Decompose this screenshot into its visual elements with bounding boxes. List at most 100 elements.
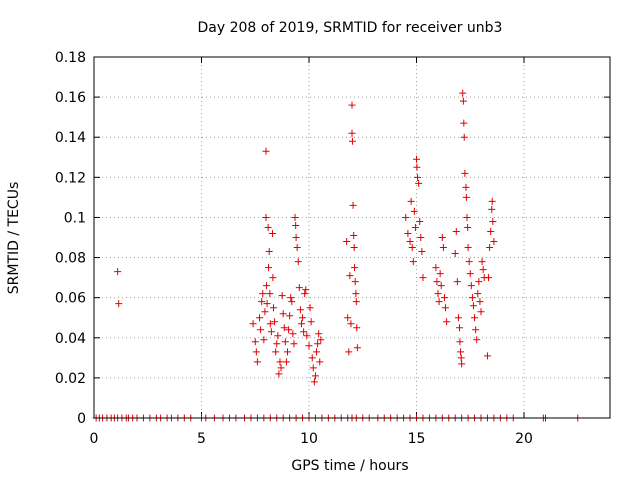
data-point	[294, 258, 302, 266]
data-point	[289, 330, 297, 338]
data-point	[260, 336, 268, 344]
data-point	[256, 314, 264, 322]
data-point	[402, 213, 410, 221]
data-point	[410, 207, 418, 215]
data-point	[437, 282, 445, 290]
y-tick-label: 0	[77, 411, 86, 427]
data-point	[451, 250, 459, 258]
data-point	[477, 308, 485, 316]
data-point	[439, 244, 447, 252]
chart-title: Day 208 of 2019, SRMTID for receiver unb…	[198, 20, 503, 36]
x-tick-label: 10	[300, 431, 318, 447]
data-point	[313, 348, 321, 356]
data-marks	[92, 89, 582, 422]
data-point	[346, 272, 354, 280]
data-point	[409, 258, 417, 266]
data-point	[473, 336, 481, 344]
data-point	[433, 278, 441, 286]
data-point	[478, 258, 486, 266]
data-point	[466, 270, 474, 278]
data-point	[414, 173, 422, 181]
data-point	[488, 205, 496, 213]
data-point	[282, 358, 290, 366]
data-point	[351, 278, 359, 286]
data-point	[284, 348, 291, 356]
data-point	[419, 274, 427, 282]
data-point	[303, 332, 311, 340]
data-point	[490, 238, 498, 246]
data-point	[301, 290, 309, 298]
data-point	[353, 344, 361, 352]
data-point	[276, 358, 284, 366]
data-point	[454, 314, 462, 322]
data-point	[295, 284, 303, 292]
data-point	[434, 290, 442, 298]
x-tick-label: 15	[408, 431, 426, 447]
y-tick-label: 0.16	[55, 90, 86, 106]
data-point	[459, 97, 467, 105]
data-point	[286, 312, 294, 320]
data-point	[432, 264, 440, 272]
data-point	[408, 244, 416, 252]
data-point	[249, 320, 257, 328]
plot-frame	[93, 56, 611, 419]
data-point	[266, 320, 274, 328]
data-point	[271, 318, 279, 326]
data-point	[474, 290, 482, 298]
data-point	[440, 294, 448, 302]
data-point	[467, 282, 475, 290]
data-point	[407, 197, 415, 205]
data-point	[442, 304, 450, 312]
data-point	[345, 348, 353, 356]
data-point	[348, 129, 356, 137]
data-point	[457, 354, 465, 362]
data-point	[462, 193, 470, 201]
y-tick-label: 0.12	[55, 170, 86, 186]
data-point	[262, 147, 270, 155]
data-point	[309, 364, 317, 372]
data-point	[299, 314, 307, 322]
data-point	[311, 372, 319, 380]
data-point	[489, 217, 497, 225]
data-point	[457, 348, 465, 356]
data-point	[347, 320, 355, 328]
y-tick-label: 0.02	[55, 371, 86, 387]
data-point	[275, 370, 283, 378]
y-tick-label: 0.08	[55, 251, 86, 267]
y-tick-label: 0.06	[55, 291, 86, 307]
data-point	[486, 244, 494, 252]
data-point	[415, 179, 423, 187]
x-tick-label: 5	[197, 431, 206, 447]
data-point	[317, 336, 325, 344]
data-point	[292, 221, 300, 229]
data-point	[460, 133, 468, 141]
data-point	[308, 354, 316, 362]
data-point	[456, 324, 463, 332]
data-point	[468, 294, 476, 302]
data-point	[406, 238, 414, 246]
data-point	[458, 360, 466, 368]
data-point	[476, 298, 484, 306]
axis-layer: 0 0.02 0.04 0.06 0.08 0.1 0.12 0.14 0.16 0.18 0 5 10…	[55, 50, 610, 447]
data-point	[349, 201, 357, 209]
data-point	[315, 330, 323, 338]
data-point	[464, 244, 472, 252]
y-tick-label: 0.18	[55, 50, 86, 66]
data-point	[343, 238, 351, 246]
data-point	[292, 234, 300, 241]
data-point	[277, 364, 285, 372]
data-point	[418, 248, 426, 256]
data-point	[269, 274, 277, 282]
data-point	[438, 234, 446, 241]
data-point	[411, 223, 419, 231]
y-tick-label: 0.14	[55, 130, 86, 146]
data-point	[352, 298, 360, 306]
data-point	[263, 300, 271, 308]
data-point	[267, 328, 275, 336]
data-point	[469, 302, 477, 310]
data-point	[273, 340, 281, 348]
y-tick-label: 0.04	[55, 331, 86, 347]
x-tick-label: 0	[90, 431, 99, 447]
data-point	[350, 231, 358, 239]
